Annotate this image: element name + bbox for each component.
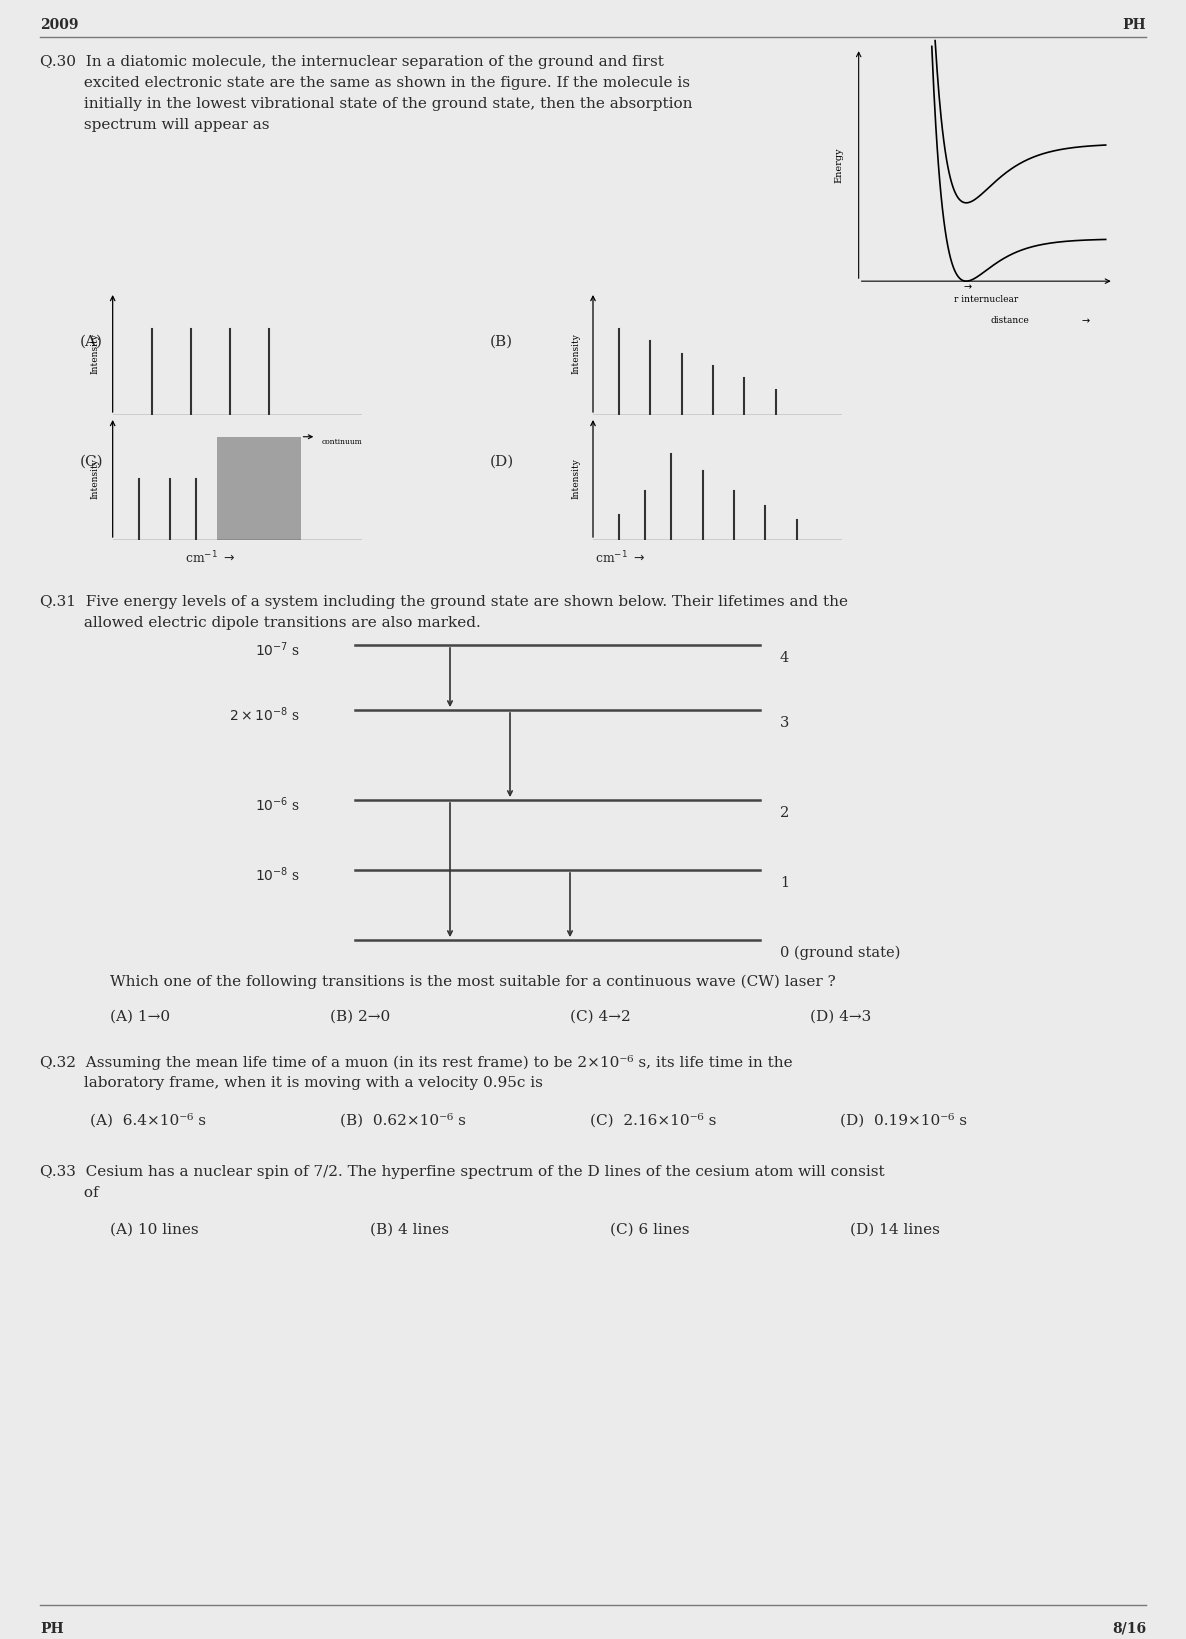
Text: spectrum will appear as: spectrum will appear as [40,118,269,133]
Text: Q.33  Cesium has a nuclear spin of 7/2. The hyperfine spectrum of the D lines of: Q.33 Cesium has a nuclear spin of 7/2. T… [40,1165,885,1178]
Text: (D) 4→3: (D) 4→3 [810,1010,872,1024]
Text: initially in the lowest vibrational state of the ground state, then the absorpti: initially in the lowest vibrational stat… [40,97,693,111]
Text: (D): (D) [490,456,515,469]
Text: 2009: 2009 [40,18,78,33]
Text: 8/16: 8/16 [1112,1623,1146,1636]
Text: PH: PH [1122,18,1146,33]
Text: (A) 10 lines: (A) 10 lines [110,1223,198,1237]
Text: (D)  0.19×10⁻⁶ s: (D) 0.19×10⁻⁶ s [840,1113,967,1128]
Text: laboratory frame, when it is moving with a velocity 0.95c is: laboratory frame, when it is moving with… [40,1075,543,1090]
Text: (B) 2→0: (B) 2→0 [330,1010,390,1024]
Text: $\rightarrow$: $\rightarrow$ [1080,315,1091,326]
Text: (A): (A) [79,334,103,349]
Text: Intensity: Intensity [570,333,580,374]
Text: cm$^{-1}$ $\rightarrow$: cm$^{-1}$ $\rightarrow$ [595,551,645,567]
Text: continuum: continuum [321,438,362,446]
Text: (B): (B) [490,334,514,349]
Text: cm$^{-1}$ $\rightarrow$: cm$^{-1}$ $\rightarrow$ [185,429,236,446]
Text: excited electronic state are the same as shown in the figure. If the molecule is: excited electronic state are the same as… [40,75,690,90]
Text: cm$^{-1}$ $\rightarrow$: cm$^{-1}$ $\rightarrow$ [185,551,236,567]
Text: distance: distance [990,316,1029,326]
Text: (B) 4 lines: (B) 4 lines [370,1223,449,1237]
Text: (C)  2.16×10⁻⁶ s: (C) 2.16×10⁻⁶ s [589,1113,716,1128]
Text: (D) 14 lines: (D) 14 lines [850,1223,939,1237]
Text: (A) 1→0: (A) 1→0 [110,1010,170,1024]
Text: (C) 6 lines: (C) 6 lines [610,1223,689,1237]
Text: Q.30  In a diatomic molecule, the internuclear separation of the ground and firs: Q.30 In a diatomic molecule, the internu… [40,56,664,69]
Text: (B)  0.62×10⁻⁶ s: (B) 0.62×10⁻⁶ s [340,1113,466,1128]
Text: PH: PH [40,1623,64,1636]
Text: of: of [40,1187,98,1200]
Text: allowed electric dipole transitions are also marked.: allowed electric dipole transitions are … [40,616,480,629]
Text: $\rightarrow$: $\rightarrow$ [962,282,974,292]
Text: $10^{-8}$ s: $10^{-8}$ s [255,865,300,885]
Text: Intensity: Intensity [90,457,100,498]
Text: 1: 1 [780,875,789,890]
Text: 4: 4 [780,651,789,665]
Text: 0 (ground state): 0 (ground state) [780,946,900,960]
Text: Q.31  Five energy levels of a system including the ground state are shown below.: Q.31 Five energy levels of a system incl… [40,595,848,610]
Text: $10^{-6}$ s: $10^{-6}$ s [255,795,300,815]
Text: Intensity: Intensity [90,333,100,374]
Text: (C) 4→2: (C) 4→2 [570,1010,631,1024]
Text: 3: 3 [780,716,790,729]
Text: (A)  6.4×10⁻⁶ s: (A) 6.4×10⁻⁶ s [90,1113,206,1128]
Text: Intensity: Intensity [570,457,580,498]
Text: 2: 2 [780,806,789,820]
Text: $2 \times 10^{-8}$ s: $2 \times 10^{-8}$ s [229,706,300,724]
Text: Which one of the following transitions is the most suitable for a continuous wav: Which one of the following transitions i… [110,975,836,990]
Text: Q.32  Assuming the mean life time of a muon (in its rest frame) to be 2×10⁻⁶ s, : Q.32 Assuming the mean life time of a mu… [40,1056,792,1070]
Bar [217,436,300,539]
Text: r internuclear: r internuclear [954,295,1019,305]
Text: (C): (C) [79,456,103,469]
Text: $10^{-7}$ s: $10^{-7}$ s [255,641,300,659]
Text: Energy: Energy [835,148,843,182]
Text: cm$^{-1}$ $\rightarrow$: cm$^{-1}$ $\rightarrow$ [595,429,645,446]
